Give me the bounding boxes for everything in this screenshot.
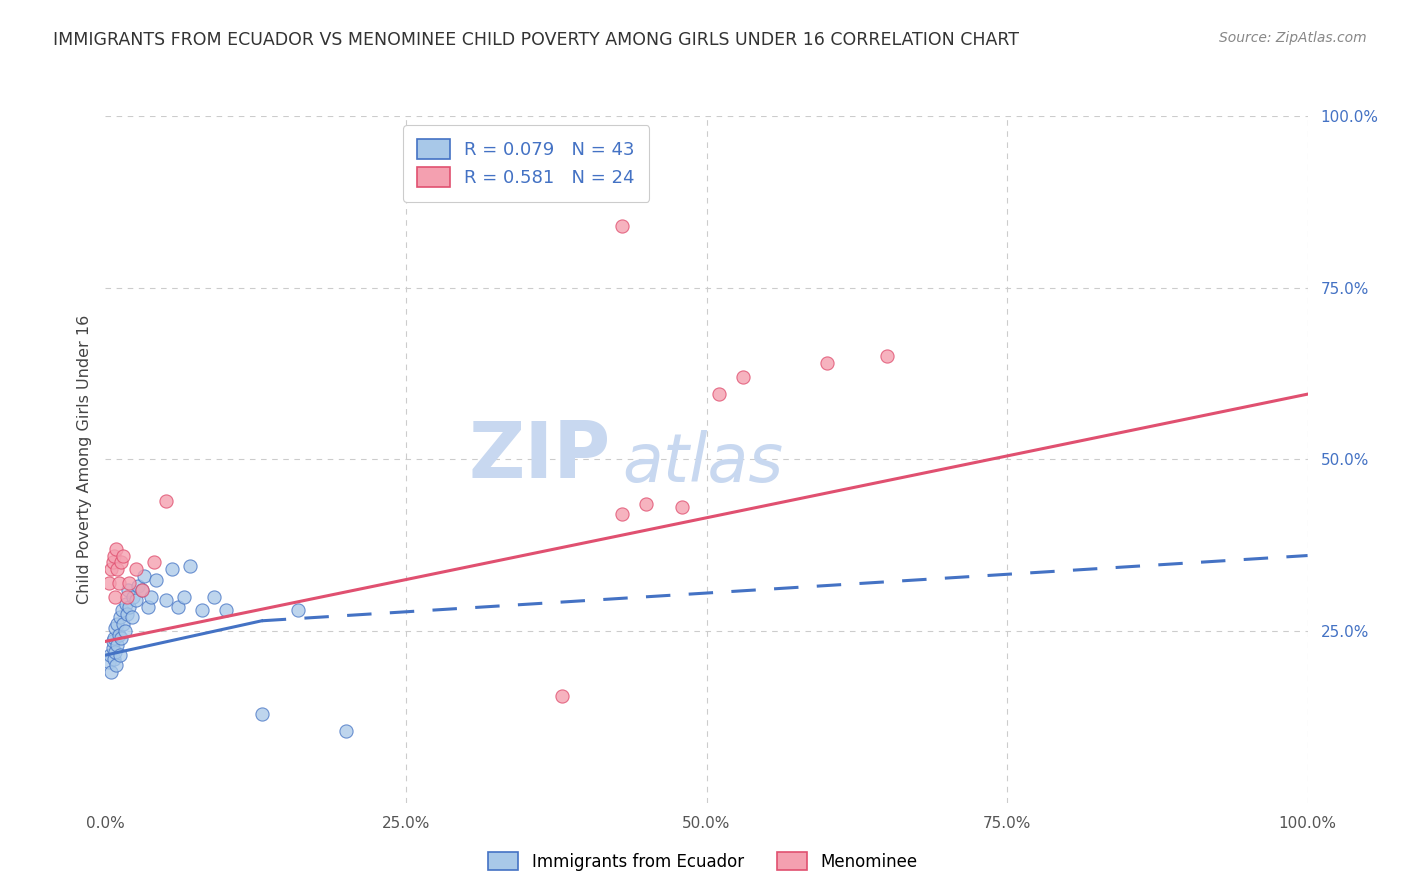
Point <box>107 638 129 652</box>
Point <box>139 590 162 604</box>
Point <box>124 593 146 607</box>
Point <box>118 576 141 591</box>
Point <box>707 387 730 401</box>
Point <box>108 610 131 624</box>
Point <box>107 576 129 591</box>
Point <box>98 576 121 591</box>
Point <box>101 641 124 656</box>
Point <box>105 541 128 556</box>
Point <box>250 706 273 721</box>
Point <box>111 603 134 617</box>
Point <box>202 590 225 604</box>
Point <box>107 562 129 576</box>
Point <box>160 562 183 576</box>
Point <box>731 370 754 384</box>
Point <box>122 590 145 604</box>
Point <box>145 573 167 587</box>
Point <box>131 582 153 597</box>
Point <box>127 579 149 593</box>
Point <box>103 549 125 563</box>
Point <box>121 610 143 624</box>
Point <box>131 582 153 597</box>
Point <box>105 658 128 673</box>
Point <box>671 500 693 515</box>
Point <box>115 590 138 604</box>
Point <box>132 569 155 583</box>
Point <box>612 508 634 522</box>
Point <box>100 562 122 576</box>
Point <box>115 597 138 611</box>
Point <box>118 600 141 615</box>
Point <box>104 621 127 635</box>
Point <box>551 690 574 704</box>
Point <box>112 549 135 563</box>
Point <box>636 497 658 511</box>
Point <box>190 603 212 617</box>
Point <box>100 665 122 680</box>
Point <box>103 651 125 665</box>
Point <box>98 648 121 662</box>
Point <box>335 723 357 738</box>
Text: ZIP: ZIP <box>468 418 610 494</box>
Text: IMMIGRANTS FROM ECUADOR VS MENOMINEE CHILD POVERTY AMONG GIRLS UNDER 16 CORRELAT: IMMIGRANTS FROM ECUADOR VS MENOMINEE CHI… <box>53 31 1019 49</box>
Point <box>107 617 129 632</box>
Point <box>155 493 177 508</box>
Point <box>124 562 146 576</box>
Point <box>112 617 135 632</box>
Point <box>166 600 188 615</box>
Point <box>108 648 131 662</box>
Point <box>876 350 898 364</box>
Y-axis label: Child Poverty Among Girls Under 16: Child Poverty Among Girls Under 16 <box>76 315 91 604</box>
Point <box>101 634 124 648</box>
Point <box>110 555 132 570</box>
Point <box>115 607 138 621</box>
Point <box>107 627 129 641</box>
Point <box>114 624 136 639</box>
Legend: R = 0.079   N = 43, R = 0.581   N = 24: R = 0.079 N = 43, R = 0.581 N = 24 <box>404 125 650 202</box>
Point <box>142 555 165 570</box>
Point <box>104 590 127 604</box>
Point <box>98 655 121 669</box>
Point <box>214 603 236 617</box>
Point <box>101 555 124 570</box>
Point <box>103 631 125 645</box>
Point <box>287 603 309 617</box>
Point <box>117 582 139 597</box>
Point <box>612 219 634 233</box>
Text: Source: ZipAtlas.com: Source: ZipAtlas.com <box>1219 31 1367 45</box>
Point <box>136 600 159 615</box>
Point <box>179 558 201 573</box>
Point <box>110 631 132 645</box>
Point <box>155 593 177 607</box>
Point <box>104 645 127 659</box>
Point <box>173 590 195 604</box>
Legend: Immigrants from Ecuador, Menominee: Immigrants from Ecuador, Menominee <box>479 844 927 880</box>
Text: atlas: atlas <box>623 430 783 496</box>
Point <box>815 356 838 370</box>
